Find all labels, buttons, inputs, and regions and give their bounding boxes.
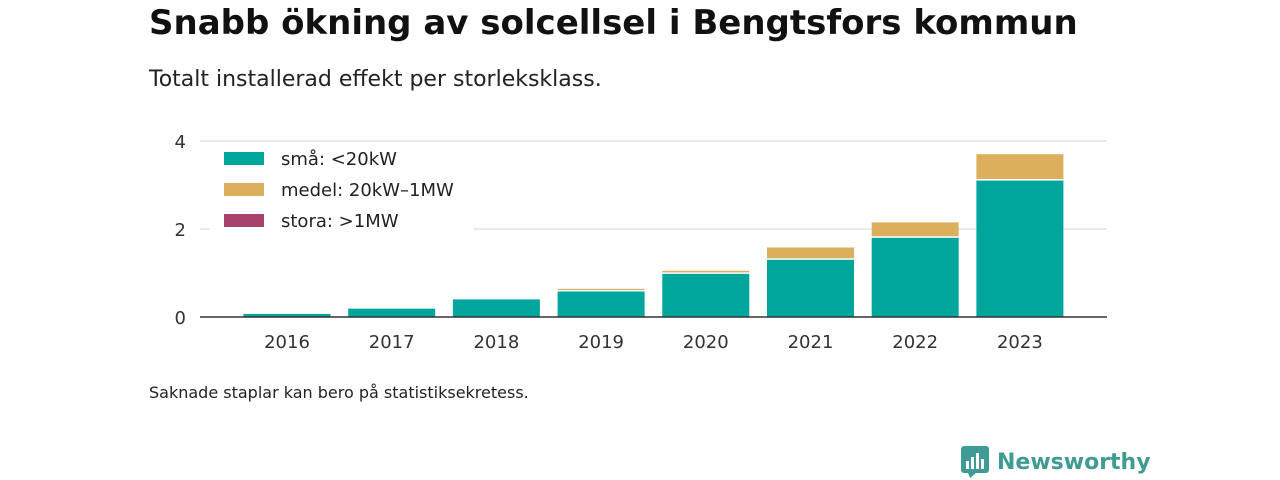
x-tick-label: 2020 [683, 332, 729, 353]
x-tick-label: 2021 [788, 332, 834, 353]
x-tick-label: 2023 [997, 332, 1043, 353]
footnote: Saknade staplar kan bero på statistiksek… [149, 383, 529, 402]
brand-name: Newsworthy [997, 449, 1151, 475]
legend-swatch [224, 214, 264, 227]
stacked-bar-chart: 0 2 4 2016 2017 2018 2019 2020 2021 2022 2023 små… [175, 132, 1107, 353]
x-tick-label: 2019 [578, 332, 624, 353]
x-tick-label: 2022 [892, 332, 938, 353]
bars [243, 154, 1064, 317]
newsworthy-logo: Newsworthy [961, 444, 1151, 480]
y-axis-ticks: 0 2 4 [175, 132, 186, 329]
legend-label: små: <20kW [281, 149, 397, 170]
legend-label: medel: 20kW–1MW [281, 180, 454, 201]
bar-2023-series-0 [976, 180, 1064, 317]
chart-title: Snabb ökning av solcellsel i Bengtsfors … [149, 3, 1078, 43]
legend: små: <20kW medel: 20kW–1MW stora: >1MW [210, 144, 474, 232]
y-tick-label: 0 [175, 308, 186, 329]
bar-2022-series-0 [871, 237, 959, 317]
bar-2021-series-0 [767, 259, 854, 317]
legend-swatch [224, 152, 264, 165]
bar-2021-series-1 [767, 247, 854, 259]
bar-chart-speech-bubble-icon [961, 446, 989, 478]
x-tick-label: 2018 [473, 332, 519, 353]
bar-2016-series-0 [243, 313, 331, 317]
bar-2019-series-0 [557, 291, 645, 317]
bar-2017-series-0 [348, 308, 436, 317]
bar-2020-series-0 [662, 273, 750, 317]
y-tick-label: 2 [175, 220, 186, 241]
bar-2020-series-1 [662, 270, 750, 273]
chart-subtitle: Totalt installerad effekt per storlekskl… [149, 67, 602, 92]
bar-2019-series-1 [557, 288, 645, 290]
x-tick-label: 2016 [264, 332, 310, 353]
x-axis-ticks: 2016 2017 2018 2019 2020 2021 2022 2023 [264, 332, 1043, 353]
legend-swatch [224, 183, 264, 196]
x-tick-label: 2017 [369, 332, 415, 353]
legend-label: stora: >1MW [281, 211, 399, 232]
y-tick-label: 4 [175, 132, 186, 153]
bar-2023-series-1 [976, 154, 1064, 180]
bar-2018-series-0 [452, 299, 540, 317]
bar-2022-series-1 [871, 222, 959, 237]
